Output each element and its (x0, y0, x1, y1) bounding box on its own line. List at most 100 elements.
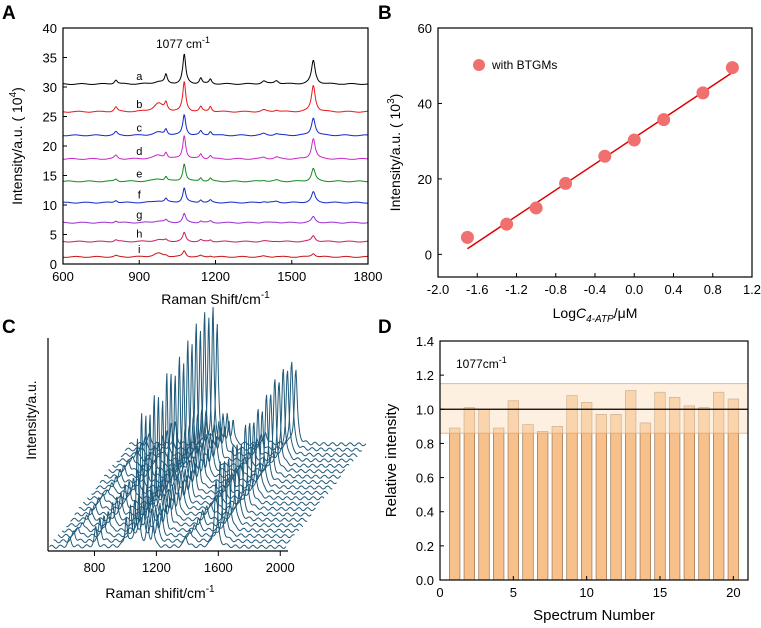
x-tick-label: 0.8 (704, 282, 722, 297)
x-tick-label: 1.2 (743, 282, 761, 297)
x-tick-label: -2.0 (427, 282, 449, 297)
x-tick-label: 1500 (277, 269, 306, 284)
data-point (725, 61, 739, 75)
y-axis-label: Intensity/a.u. ( 104) (8, 87, 25, 205)
spectrum-line-f (62, 187, 369, 204)
y-tick-label: 1.4 (416, 334, 434, 349)
panel-b-calibration-chart: -2.0 -1.6 -1.2 -0.8 -0.4 0.0 0.4 0.8 1.2 0 20 40 60 w… (386, 21, 761, 325)
spectrum-line-g (62, 212, 369, 224)
plot-frame (439, 340, 749, 581)
y-axis-label: Intensity/a.u. (23, 380, 39, 459)
series-label-a: a (136, 71, 143, 83)
y-axis-label: Intensity/a.u. ( 103) (386, 94, 403, 212)
bar (610, 414, 622, 581)
x-tick-label: 0.0 (625, 282, 643, 297)
spectrum-line-a (62, 53, 369, 85)
x-tick-label: 15 (653, 585, 667, 600)
series-label-i: i (138, 244, 140, 256)
legend-marker (473, 59, 485, 71)
panel-c-waterfall-chart: 800 1200 1600 2000 Raman shifit/cm-1 Intensit… (23, 306, 367, 601)
y-tick-label: 40 (43, 21, 57, 36)
panel-b-label: B (378, 3, 392, 24)
x-axis-label: Raman Shift/cm-1 (161, 290, 270, 307)
x-tick-label: -0.8 (545, 282, 567, 297)
data-point (500, 217, 514, 231)
waterfall-spectrum (120, 317, 358, 458)
y-tick-label: 1.2 (416, 368, 434, 383)
fit-line (467, 71, 733, 250)
data-point (460, 230, 474, 244)
waterfall-spectrum (66, 395, 304, 528)
series-label-g: g (136, 210, 142, 222)
y-tick-label: 0 (425, 247, 432, 262)
x-tick-label: 1600 (204, 560, 233, 575)
waterfall-spectrum (124, 306, 362, 452)
x-tick-label: 600 (52, 269, 74, 284)
spectrum-line-c (63, 114, 369, 137)
panel-c-label: C (2, 317, 16, 338)
spectrum-line-i (62, 250, 369, 258)
y-tick-label: 20 (418, 172, 432, 187)
y-tick-label: 60 (418, 21, 432, 36)
waterfall-spectrum (116, 312, 354, 463)
waterfall-spectrum (103, 344, 342, 479)
y-tick-label: 0.6 (416, 471, 434, 486)
bar (639, 422, 651, 581)
x-tick-label: 1200 (201, 269, 230, 284)
x-tick-label: 1200 (142, 560, 171, 575)
y-tick-label: 30 (43, 80, 57, 95)
y-tick-label: 0.2 (416, 539, 434, 554)
confidence-band (439, 383, 749, 434)
plot-frame (62, 27, 369, 265)
x-tick-label: 0.4 (664, 282, 682, 297)
waterfall-spectrum (95, 363, 333, 490)
y-tick-label: 1.0 (416, 402, 434, 417)
y-axis-label: Relative intensity (383, 403, 400, 517)
y-tick-label: 40 (418, 96, 432, 111)
y-tick-label: 0.0 (416, 573, 434, 588)
series-label-b: b (136, 99, 142, 111)
series-label-c: c (137, 122, 143, 134)
legend-label: with BTGMs (491, 58, 557, 72)
x-tick-label: 2000 (266, 560, 295, 575)
y-tick-label: 15 (43, 169, 57, 184)
data-point (657, 113, 671, 127)
series-label-f: f (138, 190, 142, 202)
data-point (696, 86, 710, 100)
data-point (598, 149, 612, 163)
x-tick-label: -0.4 (584, 282, 606, 297)
data-point (529, 201, 543, 215)
waterfall-spectrum (49, 438, 287, 549)
bar (449, 427, 461, 581)
bar (537, 431, 549, 581)
y-tick-label: 0.4 (416, 505, 434, 520)
x-tick-label: -1.2 (505, 282, 527, 297)
data-point (627, 133, 641, 147)
x-tick-label: 0 (436, 585, 443, 600)
y-tick-label: 20 (43, 139, 57, 154)
panel-a-label: A (2, 3, 16, 24)
spectrum-line-d (62, 135, 369, 160)
series-label-d: d (136, 146, 142, 158)
x-tick-label: -1.6 (466, 282, 488, 297)
x-axis-label: Raman shifit/cm-1 (105, 584, 215, 601)
bar (551, 426, 563, 581)
bar (493, 427, 505, 581)
panel-d-label: D (378, 317, 392, 338)
x-tick-label: 800 (84, 560, 106, 575)
x-tick-label: 900 (128, 269, 150, 284)
waterfall-spectrum (129, 323, 367, 447)
x-tick-label: 1800 (354, 269, 383, 284)
panel-d-relative-intensity-chart: 0 5 10 15 20 0.0 0.2 0.4 0.6 0.8 1.0 1.2 1.4 1077cm-1… (383, 334, 749, 624)
data-point (559, 176, 573, 190)
x-tick-label: 20 (726, 585, 740, 600)
x-axis-label: LogC4-ATP/μM (553, 305, 638, 325)
x-axis-label: Spectrum Number (533, 607, 655, 624)
peak-annotation: 1077 cm-1 (156, 35, 210, 51)
spectrum-line-h (63, 231, 368, 243)
series-label-e: e (136, 168, 142, 180)
y-tick-label: 10 (43, 198, 57, 213)
peak-annotation: 1077cm-1 (456, 355, 507, 371)
